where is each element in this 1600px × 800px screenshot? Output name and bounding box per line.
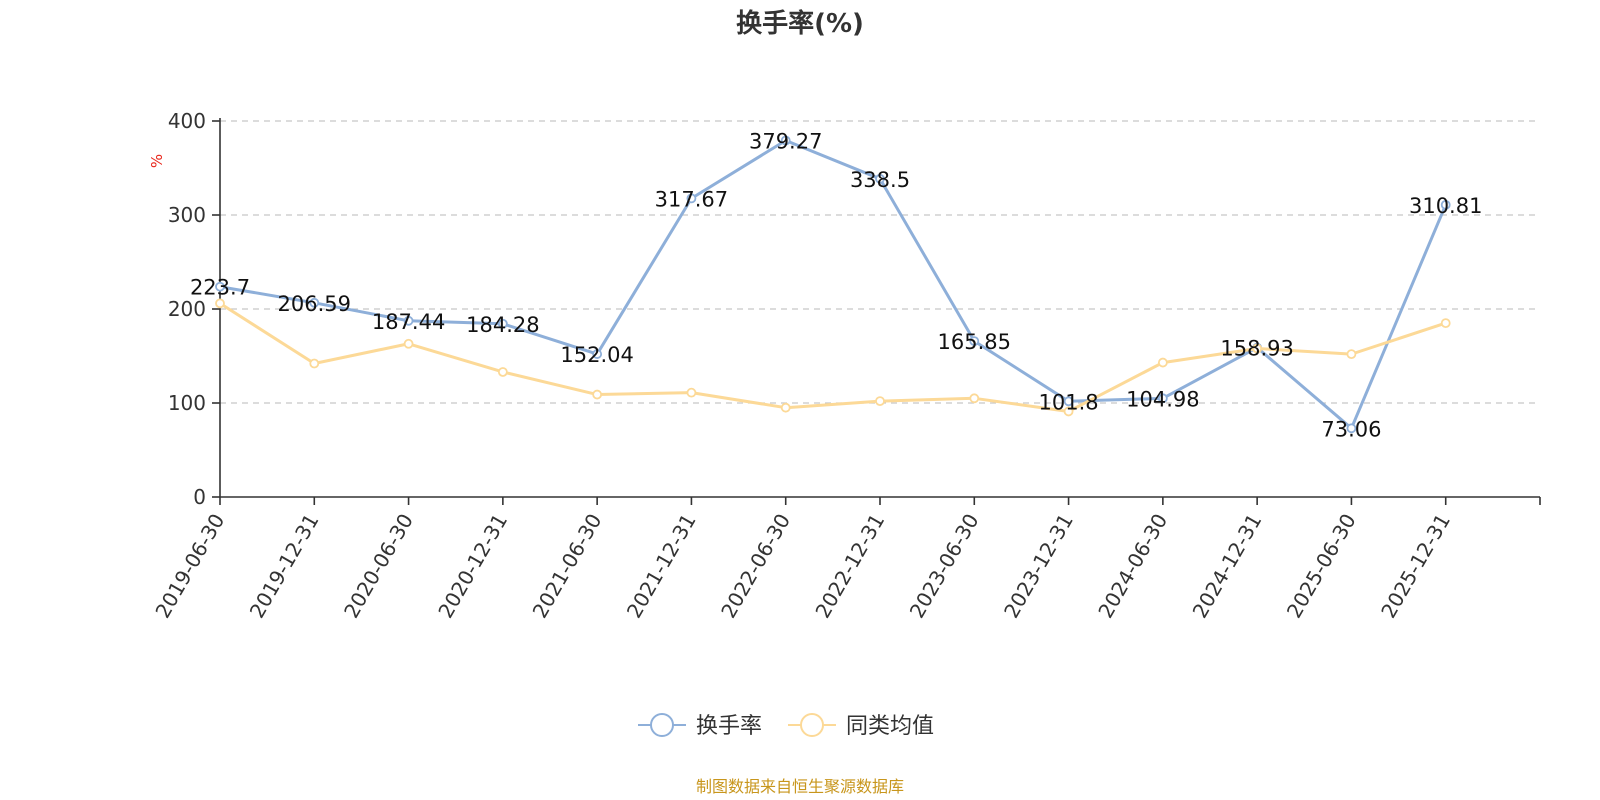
data-label: 165.85	[938, 330, 1011, 354]
gridlines	[220, 120, 1540, 404]
x-tick-label: 2019-12-31	[245, 510, 324, 623]
series-2-point	[592, 389, 603, 400]
series-1-point	[1346, 423, 1357, 434]
series-2-point	[875, 396, 885, 407]
x-tick-label: 2022-12-31	[810, 510, 889, 623]
data-label: 317.67	[655, 187, 728, 211]
series-lines	[215, 135, 1451, 434]
series-2-point	[1440, 318, 1451, 329]
series-1-point	[969, 336, 980, 347]
series-2-point	[403, 338, 414, 349]
x-tick-label: 2023-12-31	[999, 510, 1078, 623]
series-1-point	[592, 349, 603, 359]
y-tick-label: 0	[193, 485, 206, 509]
data-label: 223.7	[190, 276, 250, 300]
x-tick-label: 2021-06-30	[528, 510, 607, 623]
legend-item-1[interactable]: 换手率	[638, 713, 762, 739]
data-label: 158.93	[1220, 337, 1293, 361]
series-1-point	[686, 193, 697, 204]
x-tick-label: 2022-06-30	[716, 510, 795, 623]
series-2-point	[686, 387, 697, 398]
data-label: 310.81	[1409, 194, 1482, 218]
series-1-point	[403, 315, 414, 326]
series-line-2	[218, 301, 1448, 413]
legend-swatch-marker	[800, 713, 824, 737]
y-tick-label: 400	[168, 109, 206, 133]
series-2-point	[1157, 357, 1168, 368]
x-tick-label: 2023-06-30	[905, 509, 984, 622]
legend-swatch-marker	[650, 713, 674, 737]
data-label: 104.98	[1126, 387, 1199, 411]
series-1-point	[1063, 396, 1074, 407]
source-note: 制图数据来自恒生聚源数据库	[696, 777, 904, 796]
data-label: 101.8	[1039, 390, 1099, 414]
series-2-point	[1063, 406, 1074, 417]
x-tick-label: 2024-06-30	[1093, 510, 1172, 623]
y-tick-label: 200	[168, 297, 206, 321]
series-1-point	[215, 281, 225, 292]
series-2-point	[497, 367, 508, 377]
y-tick-label: 300	[168, 203, 206, 227]
x-tick-label: 2020-06-30	[339, 509, 418, 622]
data-label: 184.28	[466, 313, 539, 337]
series-2-point	[309, 358, 320, 369]
chart-title: 换手率(%)	[736, 8, 864, 39]
series-2-point	[215, 298, 225, 309]
x-tick-label: 2019-06-30	[150, 510, 229, 623]
x-tick-label: 2025-06-30	[1282, 510, 1361, 623]
data-label: 379.27	[749, 129, 822, 153]
series-2-point	[780, 402, 791, 413]
y-axis-unit-label: %	[148, 154, 166, 168]
data-label: 206.59	[278, 292, 351, 316]
series-1-point	[497, 318, 508, 329]
series-1-point	[309, 297, 320, 308]
x-tick-label: 2021-12-31	[622, 510, 701, 623]
data-label: 338.5	[850, 168, 910, 192]
series-1-point	[1157, 393, 1168, 404]
legend-label: 换手率	[696, 714, 762, 739]
axes: 0 100 200 300 400 2019-06-30 2019-12-31 2020-06…	[150, 109, 1541, 623]
legend-label: 同类均值	[846, 714, 934, 739]
x-tick-label: 2025-12-31	[1376, 510, 1455, 623]
series-1-point	[875, 173, 885, 184]
y-tick-label: 100	[168, 391, 206, 415]
legend-item-2[interactable]: 同类均值	[788, 713, 934, 739]
series-1-point	[780, 135, 791, 146]
series-2-point	[969, 393, 980, 404]
legend[interactable]: 换手率 同类均值	[638, 713, 934, 739]
data-label: 187.44	[372, 310, 445, 334]
series-line-1	[218, 138, 1448, 430]
x-tick-label: 2020-12-31	[433, 510, 512, 623]
x-tick-label: 2024-12-31	[1188, 510, 1267, 623]
series-2-point	[1346, 349, 1357, 360]
data-labels: 223.7 206.59 187.44 184.28 152.04 317.67 379.2…	[190, 129, 1483, 441]
series-2-point	[1252, 343, 1263, 354]
data-label: 152.04	[560, 343, 633, 367]
data-label: 73.06	[1321, 417, 1381, 441]
series-1-point	[1440, 199, 1451, 210]
